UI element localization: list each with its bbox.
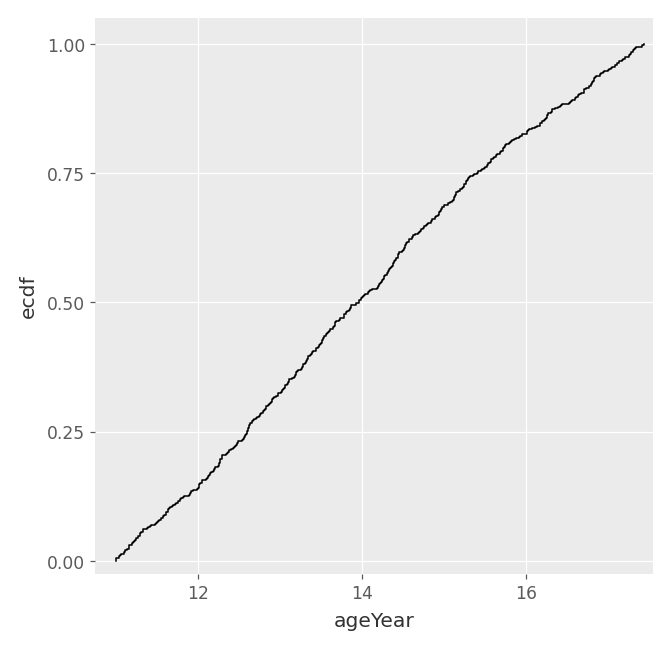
Y-axis label: ecdf: ecdf — [19, 275, 38, 318]
X-axis label: ageYear: ageYear — [334, 611, 415, 630]
